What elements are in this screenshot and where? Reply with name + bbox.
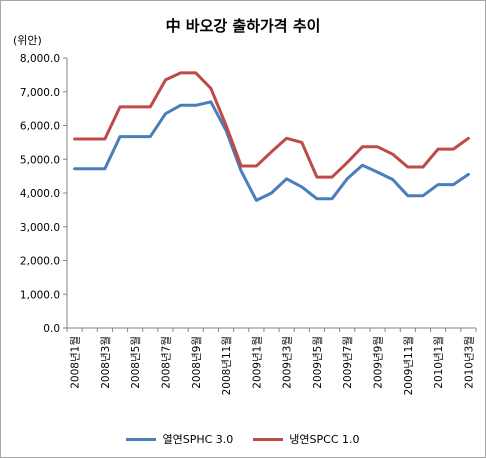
y-tick-label: 0.0 bbox=[43, 323, 60, 335]
x-tick-label: 2009년9월 bbox=[373, 336, 385, 389]
series-line-cold-rolled bbox=[73, 71, 470, 179]
y-tick-label: 4,000.0 bbox=[20, 188, 60, 200]
legend-item-hot-rolled: 열연SPHC 3.0 bbox=[126, 431, 233, 447]
legend-swatch-cold-rolled bbox=[253, 437, 284, 441]
y-tick-label: 1,000.0 bbox=[20, 289, 60, 301]
x-tick-label: 2009년3월 bbox=[282, 336, 294, 389]
x-tick-label: 2008년11월 bbox=[221, 336, 233, 395]
x-tick-label: 2009년1월 bbox=[251, 336, 263, 389]
y-tick-label: 3,000.0 bbox=[20, 222, 60, 234]
x-tick-label: 2010년3월 bbox=[463, 336, 475, 389]
y-tick-label: 7,000.0 bbox=[20, 87, 60, 99]
y-tick-label: 2,000.0 bbox=[20, 256, 60, 268]
y-unit-label: (위안) bbox=[13, 34, 42, 47]
x-tick-label: 2008년9월 bbox=[191, 336, 203, 389]
chart-title: 中 바오강 출하가격 추이 bbox=[165, 17, 321, 35]
legend-label-hot-rolled: 열연SPHC 3.0 bbox=[162, 433, 234, 446]
series-line-hot-rolled bbox=[73, 100, 470, 202]
x-tick-label: 2008년5월 bbox=[130, 336, 142, 389]
y-tick-label: 5,000.0 bbox=[20, 154, 60, 166]
legend-swatch-hot-rolled bbox=[126, 437, 157, 441]
legend-label-cold-rolled: 냉연SPCC 1.0 bbox=[289, 433, 360, 446]
x-tick-label: 2009년11월 bbox=[403, 336, 415, 395]
y-tick-label: 8,000.0 bbox=[20, 53, 60, 65]
x-tick-label: 2010년1월 bbox=[433, 336, 445, 389]
x-tick-label: 2008년7월 bbox=[160, 336, 172, 389]
legend: 열연SPHC 3.0 냉연SPCC 1.0 bbox=[1, 431, 485, 447]
x-tick-label: 2008년3월 bbox=[100, 336, 112, 389]
y-tick-label: 6,000.0 bbox=[20, 121, 60, 133]
legend-item-cold-rolled: 냉연SPCC 1.0 bbox=[253, 431, 360, 447]
x-tick-label: 2009년7월 bbox=[342, 336, 354, 389]
x-tick-label: 2008년1월 bbox=[70, 336, 82, 389]
x-tick-label: 2009년5월 bbox=[312, 336, 324, 389]
